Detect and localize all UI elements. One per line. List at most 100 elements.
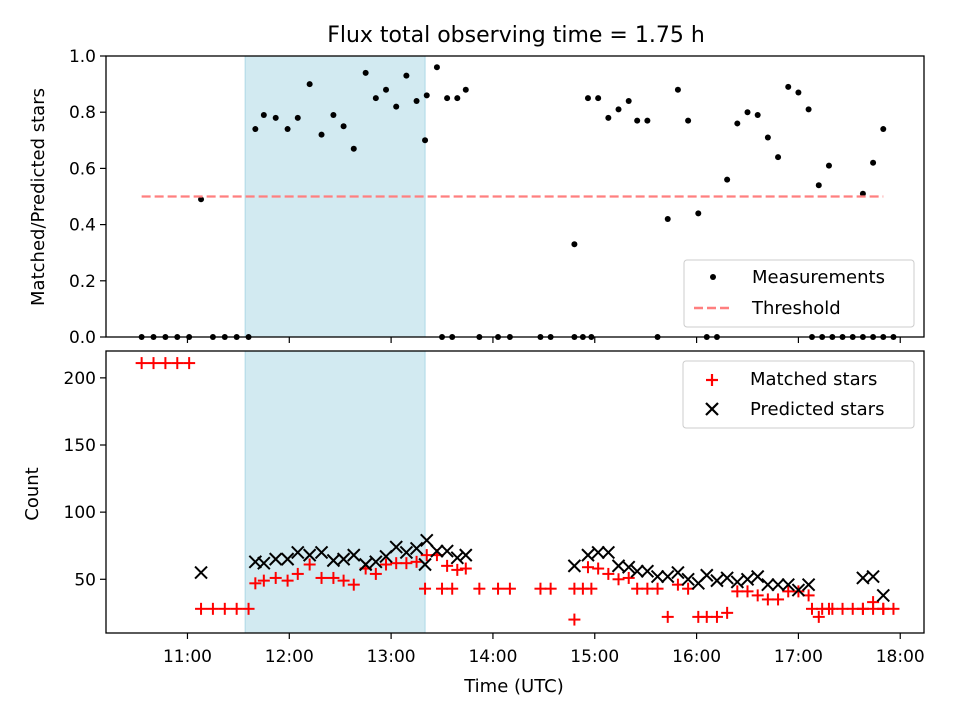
measurements-point [595, 95, 602, 102]
measurements-point [284, 126, 291, 133]
y-tick-label: 1.0 [69, 47, 96, 67]
matched-stars-point [369, 567, 382, 580]
measurements-point [859, 190, 866, 197]
matched-stars-point [380, 558, 393, 571]
matched-stars-point [710, 610, 723, 623]
predicted-stars-point [601, 545, 616, 560]
legend-predicted-label: Predicted stars [750, 399, 884, 420]
predicted-stars-point [730, 575, 745, 589]
ratio-panel: 0.0 0.2 0.4 0.6 0.8 1.0 [69, 47, 925, 348]
predicted-stars-point [450, 551, 465, 565]
legend-measurements-marker [710, 274, 716, 280]
matched-stars-point [257, 574, 270, 587]
predicted-stars-point [399, 545, 414, 560]
x-tick-label: 17:00 [774, 647, 823, 667]
matched-stars-point [846, 602, 859, 615]
predicted-stars-point [430, 544, 444, 558]
matched-stars-point [585, 582, 598, 595]
measurements-point [625, 97, 632, 104]
matched-stars-point [856, 602, 869, 615]
matched-stars-point [420, 549, 433, 562]
predicted-stars-point [269, 552, 283, 566]
measurements-point [764, 134, 771, 141]
measurements-point [785, 83, 792, 90]
matched-stars-point [568, 613, 581, 626]
x-tick-label: 12:00 [265, 647, 314, 667]
matched-stars-point [812, 610, 825, 623]
predicted-stars-point [700, 568, 714, 582]
matched-stars-point [281, 574, 294, 587]
matched-stars-point [700, 610, 713, 623]
x-axis-label: Time (UTC) [463, 676, 564, 697]
predicted-stars-point [876, 588, 890, 603]
predicted-stars-point [314, 545, 329, 560]
y-axis-label-top: Matched/Predicted stars [28, 88, 49, 306]
measurements-point [252, 126, 259, 133]
y-tick-label: 200 [64, 369, 96, 389]
matched-stars-point [327, 571, 340, 584]
predicted-stars-point [302, 548, 317, 562]
matched-stars-point [419, 582, 432, 595]
y-axis-label-bottom: Count [22, 467, 43, 520]
predicted-stars-point [459, 548, 473, 562]
matched-stars-point [612, 573, 625, 586]
predicted-stars-point [866, 569, 880, 584]
matched-stars-point [459, 562, 472, 575]
measurements-point [615, 106, 622, 113]
predicted-stars-point [440, 544, 454, 558]
matched-stars-point [446, 582, 459, 595]
predicted-stars-point [640, 564, 655, 578]
legend-predicted-marker [705, 402, 719, 416]
legend-threshold-label: Threshold [751, 298, 841, 319]
measurements-point [350, 145, 357, 152]
matched-stars-point [503, 582, 516, 595]
predicted-stars-point [194, 565, 208, 580]
matched-stars-point [622, 571, 635, 584]
matched-stars-point [291, 567, 304, 580]
matched-stars-point [581, 561, 594, 574]
measurements-point [393, 103, 400, 110]
matched-stars-point [805, 602, 818, 615]
matched-stars-point [230, 602, 243, 615]
matched-stars-point [877, 602, 890, 615]
predicted-stars-point [761, 577, 775, 592]
matched-stars-point [651, 582, 664, 595]
measurements-point [422, 137, 429, 144]
measurements-point [571, 241, 578, 248]
y-tick-label: 0.2 [69, 272, 96, 292]
matched-stars-point [731, 585, 744, 598]
matched-stars-point [315, 571, 328, 584]
measurements-point [634, 117, 641, 124]
observing-window [244, 350, 426, 634]
predicted-stars-point [347, 548, 361, 562]
measurements-point [870, 159, 877, 166]
y-tick-label: 0.0 [69, 328, 96, 348]
measurements-point [413, 97, 420, 104]
predicted-stars-point [409, 541, 424, 556]
predicted-stars-point [291, 545, 305, 560]
predicted-stars-point [358, 557, 373, 572]
measurements-point [318, 131, 325, 138]
measurements-point [330, 112, 337, 119]
measurements-point [605, 114, 612, 121]
predicted-stars-point [621, 560, 636, 574]
measurements-point [584, 95, 591, 102]
chart-title: Flux total observing time = 1.75 h [327, 23, 705, 48]
matched-stars-point [206, 602, 219, 615]
predicted-stars-point [591, 545, 605, 560]
legend-measurements-label: Measurements [752, 267, 885, 288]
legend-matched-marker [706, 374, 718, 386]
predicted-stars-point [567, 559, 582, 573]
measurements-point [664, 215, 671, 222]
measurements-point [685, 117, 692, 124]
count-panel: 50 100 150 200 11:00 12:00 13:00 14:00 15:00 16:0… [64, 350, 925, 667]
measurements-point [644, 117, 651, 124]
measurements-point [383, 86, 390, 93]
measurements-point [403, 72, 410, 79]
measurements-point [695, 210, 702, 217]
matched-stars-point [592, 562, 605, 575]
predicted-stars-point [710, 573, 724, 588]
matched-stars-point [826, 602, 839, 615]
predicted-stars-point [257, 556, 271, 570]
measurements-point [815, 182, 822, 189]
